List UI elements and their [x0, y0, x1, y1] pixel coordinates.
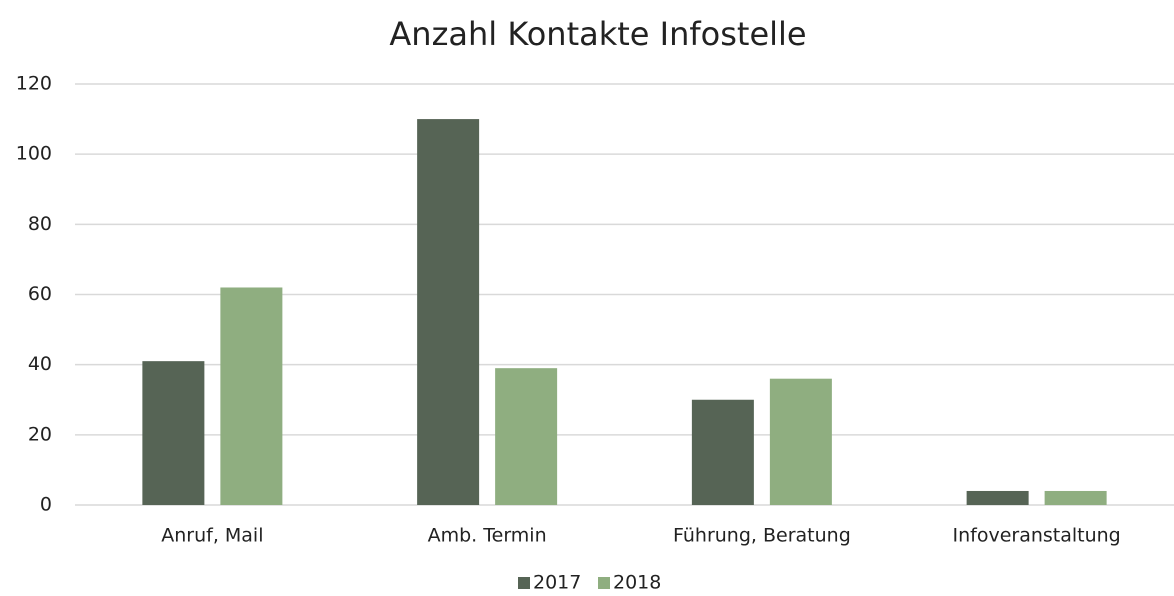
y-tick-label: 60 — [28, 283, 52, 305]
legend-swatch — [598, 577, 610, 589]
y-tick-label: 0 — [40, 494, 52, 516]
bar — [769, 378, 832, 505]
legend-label: 2018 — [613, 572, 661, 594]
x-tick-label: Amb. Termin — [428, 525, 547, 547]
legend-label: 2017 — [533, 572, 581, 594]
bar — [417, 119, 480, 505]
y-tick-label: 100 — [16, 143, 52, 165]
y-tick-label: 80 — [28, 213, 52, 235]
bar — [691, 399, 754, 505]
bar — [142, 361, 205, 505]
bar — [495, 368, 558, 505]
chart-title: Anzahl Kontakte Infostelle — [389, 15, 806, 53]
legend-swatch — [518, 577, 530, 589]
y-tick-label: 40 — [28, 353, 52, 375]
x-tick-label: Infoveranstaltung — [952, 525, 1120, 547]
x-tick-label: Führung, Beratung — [673, 525, 851, 547]
y-tick-label: 120 — [16, 73, 52, 95]
x-tick-label: Anruf, Mail — [161, 525, 263, 547]
y-tick-label: 20 — [28, 423, 52, 445]
bar — [220, 287, 283, 505]
bar — [966, 490, 1029, 505]
bar — [1044, 490, 1107, 505]
